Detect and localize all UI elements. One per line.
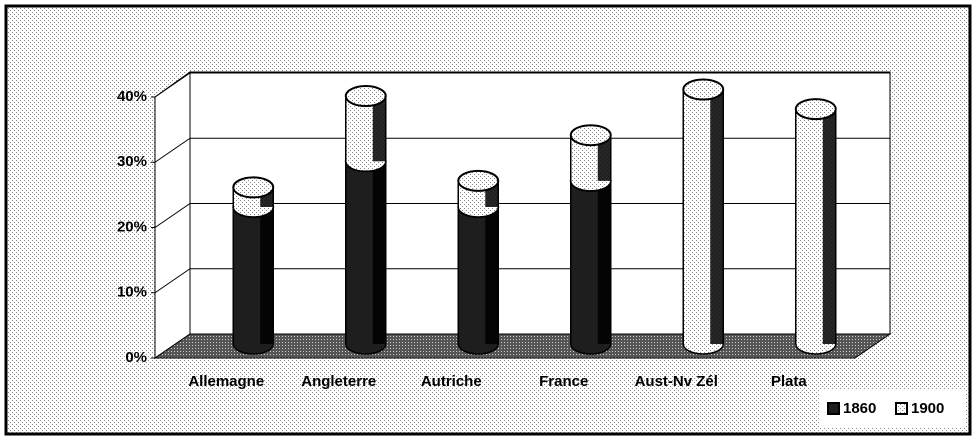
bar-shade	[260, 206, 274, 344]
x-tick-label: France	[539, 373, 588, 390]
grid-line-side	[154, 268, 191, 294]
bar-shade	[710, 89, 724, 345]
y-tick-label: 10%	[117, 284, 147, 301]
bar-shade	[822, 109, 836, 344]
legend-swatch	[827, 402, 840, 415]
bar-shade	[485, 206, 499, 344]
plot	[154, 72, 890, 355]
legend-box	[820, 390, 965, 428]
legend-label: 1900	[911, 400, 944, 417]
cylinder-top	[794, 98, 837, 121]
cylinder-top	[457, 169, 500, 192]
bar-shade	[597, 180, 611, 344]
x-tick-label: Autriche	[421, 373, 482, 390]
cylinder-top	[682, 78, 725, 101]
x-tick-label: Plata	[771, 373, 808, 390]
x-tick-label: Allemagne	[188, 373, 264, 390]
x-tick-label: Angleterre	[301, 373, 376, 390]
bar-shade	[372, 161, 386, 344]
cylinder-top	[344, 85, 387, 108]
x-tick-label: Aust-Nv Zél	[635, 373, 718, 390]
cylinder-top	[569, 124, 612, 147]
y-tick-label: 0%	[125, 349, 147, 366]
bar-shade	[597, 135, 611, 181]
grid-line-side	[154, 203, 191, 228]
y-tick-label: 20%	[117, 218, 147, 235]
cylinder-top	[232, 176, 275, 199]
y-tick-label: 30%	[117, 153, 147, 170]
grid-line-side	[154, 72, 191, 98]
grid-line-side	[154, 137, 191, 163]
y-tick-label: 40%	[117, 88, 147, 105]
legend-swatch	[895, 402, 908, 415]
legend-label: 1860	[843, 400, 876, 417]
bar-shade	[372, 96, 386, 162]
